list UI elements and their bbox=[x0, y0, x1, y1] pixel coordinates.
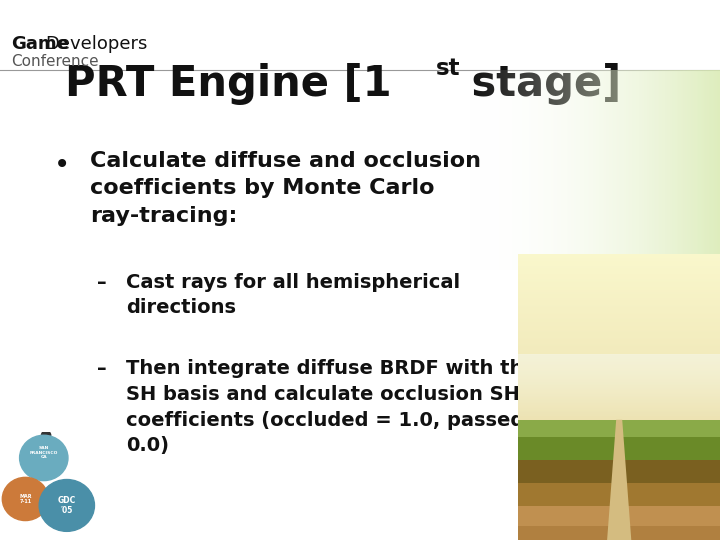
Text: –: – bbox=[97, 273, 107, 292]
Bar bbox=[518, 420, 720, 437]
Text: –: – bbox=[97, 359, 107, 378]
Text: Calculate diffuse and occlusion
coefficients by Monte Carlo
ray-tracing:: Calculate diffuse and occlusion coeffici… bbox=[90, 151, 481, 226]
Text: Developers: Developers bbox=[45, 35, 148, 53]
Text: stage]: stage] bbox=[457, 63, 621, 105]
Text: GDC
′05: GDC ′05 bbox=[58, 496, 76, 515]
Text: Then integrate diffuse BRDF with the
SH basis and calculate occlusion SH
coeffic: Then integrate diffuse BRDF with the SH … bbox=[126, 359, 547, 455]
Circle shape bbox=[42, 431, 50, 440]
Bar bbox=[518, 526, 720, 540]
Text: st: st bbox=[436, 57, 460, 80]
Text: Game: Game bbox=[11, 35, 68, 53]
Bar bbox=[518, 505, 720, 526]
Circle shape bbox=[2, 477, 48, 521]
Polygon shape bbox=[607, 420, 631, 540]
Circle shape bbox=[19, 435, 68, 481]
Bar bbox=[518, 437, 720, 460]
Text: •: • bbox=[54, 151, 71, 179]
Text: Cast rays for all hemispherical
directions: Cast rays for all hemispherical directio… bbox=[126, 273, 460, 318]
Bar bbox=[518, 483, 720, 505]
Text: SAN
FRANCISCO
CA: SAN FRANCISCO CA bbox=[30, 446, 58, 459]
Circle shape bbox=[39, 480, 94, 531]
Bar bbox=[518, 460, 720, 483]
Text: MAR
7-11: MAR 7-11 bbox=[19, 494, 32, 504]
Text: Conference: Conference bbox=[11, 54, 99, 69]
Text: PRT Engine [1: PRT Engine [1 bbox=[65, 63, 392, 105]
